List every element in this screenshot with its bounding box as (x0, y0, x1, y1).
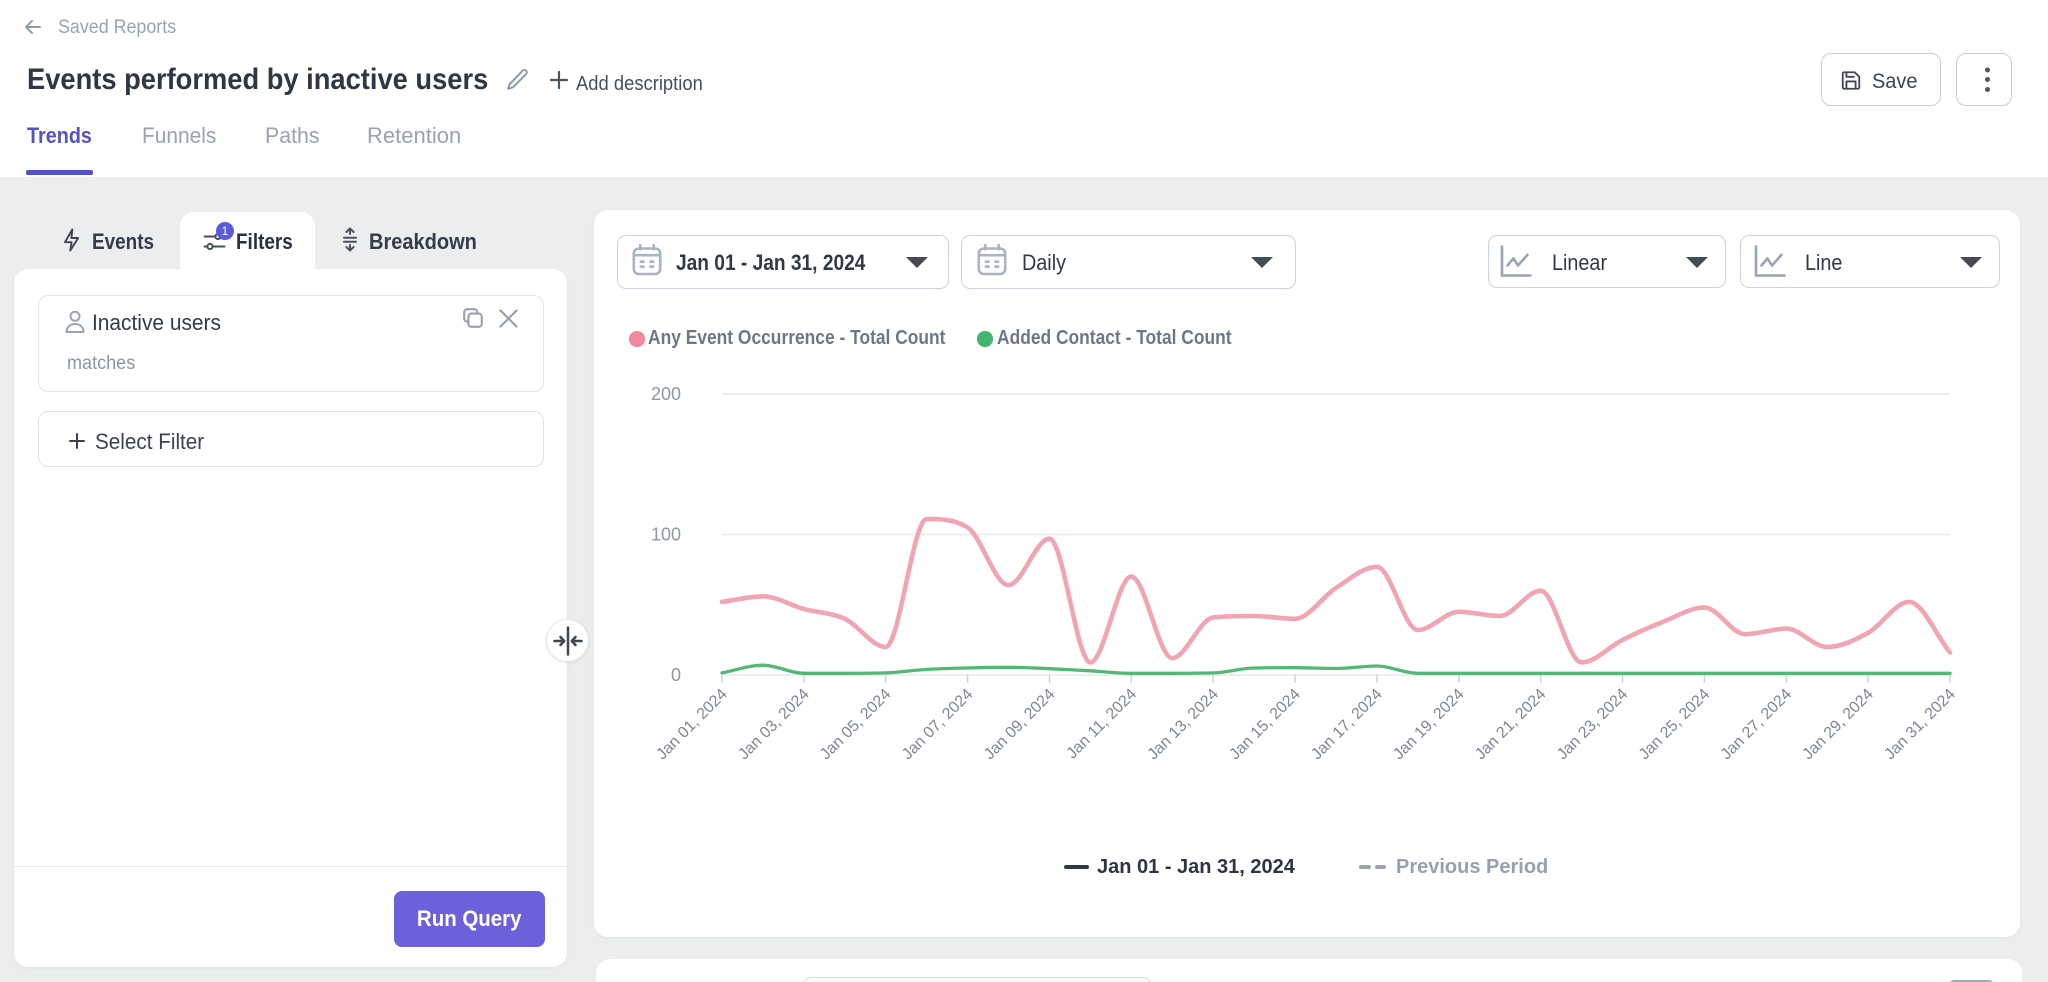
svg-text:Jan 09, 2024: Jan 09, 2024 (981, 686, 1059, 764)
svg-text:Jan 11, 2024: Jan 11, 2024 (1064, 686, 1141, 763)
svg-text:Jan 23, 2024: Jan 23, 2024 (1554, 686, 1632, 764)
svg-text:Jan 29, 2024: Jan 29, 2024 (1799, 686, 1877, 764)
svg-text:0: 0 (671, 665, 681, 685)
svg-text:Jan 05, 2024: Jan 05, 2024 (817, 686, 895, 764)
svg-text:Jan 15, 2024: Jan 15, 2024 (1226, 686, 1304, 764)
svg-text:Jan 01, 2024: Jan 01, 2024 (653, 686, 731, 764)
svg-text:Jan 13, 2024: Jan 13, 2024 (1145, 686, 1223, 764)
svg-text:200: 200 (651, 384, 681, 404)
svg-text:Jan 21, 2024: Jan 21, 2024 (1472, 686, 1550, 764)
svg-text:Jan 31, 2024: Jan 31, 2024 (1881, 686, 1959, 764)
svg-text:Jan 03, 2024: Jan 03, 2024 (735, 686, 813, 764)
svg-text:Jan 19, 2024: Jan 19, 2024 (1390, 686, 1468, 764)
svg-text:Jan 17, 2024: Jan 17, 2024 (1308, 686, 1386, 764)
svg-text:100: 100 (651, 525, 681, 545)
svg-text:Jan 07, 2024: Jan 07, 2024 (899, 686, 977, 764)
svg-text:Jan 25, 2024: Jan 25, 2024 (1636, 686, 1714, 764)
svg-text:Jan 27, 2024: Jan 27, 2024 (1718, 686, 1796, 764)
